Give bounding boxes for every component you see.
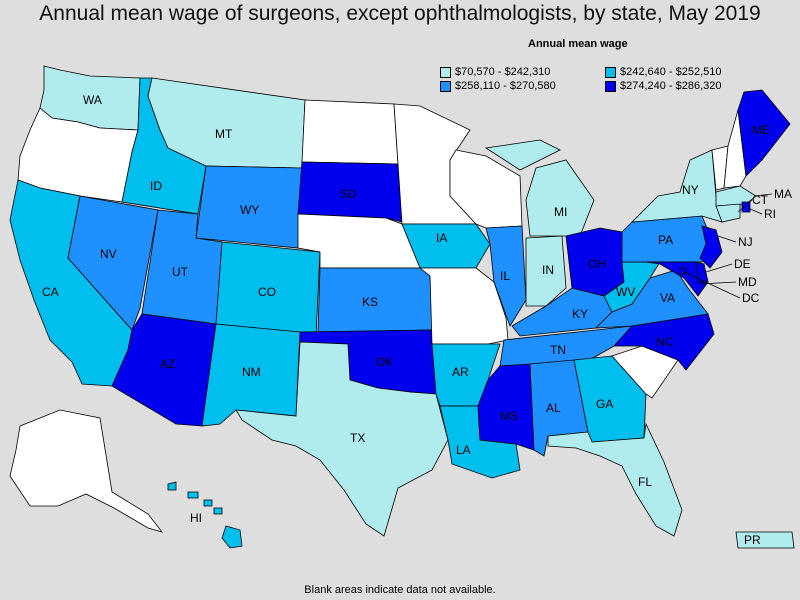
state-NH[interactable] bbox=[723, 109, 747, 189]
label-MT: MT bbox=[215, 127, 233, 141]
legend-swatch-3 bbox=[440, 80, 451, 92]
state-SD[interactable] bbox=[297, 161, 403, 223]
label-WY: WY bbox=[240, 203, 259, 217]
label-WV: WV bbox=[616, 285, 635, 299]
state-FL[interactable] bbox=[547, 422, 683, 537]
legend-label-4: $274,240 - $286,320 bbox=[620, 80, 722, 92]
label-PR: PR bbox=[744, 533, 761, 547]
label-LA: LA bbox=[456, 443, 471, 457]
legend-item-3: $258,110 - $270,580 bbox=[440, 80, 556, 92]
label-AL: AL bbox=[546, 401, 561, 415]
state-IL[interactable] bbox=[485, 225, 527, 327]
label-RI: RI bbox=[764, 207, 776, 221]
label-OH: OH bbox=[588, 257, 606, 271]
state-IA[interactable] bbox=[401, 223, 491, 269]
label-TX: TX bbox=[350, 431, 365, 445]
label-CT: CT bbox=[752, 193, 769, 207]
legend-swatch-1 bbox=[440, 66, 451, 78]
label-CA: CA bbox=[42, 285, 59, 299]
label-KS: KS bbox=[362, 295, 378, 309]
state-NV[interactable] bbox=[67, 195, 159, 331]
state-PR[interactable] bbox=[735, 531, 795, 549]
label-IL: IL bbox=[500, 269, 510, 283]
state-ME[interactable] bbox=[737, 89, 791, 177]
label-NJ: NJ bbox=[738, 235, 753, 249]
label-NC: NC bbox=[656, 335, 674, 349]
legend-label-2: $242,640 - $252,510 bbox=[620, 66, 722, 78]
label-FL: FL bbox=[638, 475, 652, 489]
label-ID: ID bbox=[150, 179, 162, 193]
label-leader-lines bbox=[683, 193, 773, 299]
label-IA: IA bbox=[436, 231, 447, 245]
label-DE: DE bbox=[734, 257, 751, 271]
label-GA: GA bbox=[596, 397, 613, 411]
legend-item-1: $70,570 - $242,310 bbox=[440, 66, 550, 78]
map-title: Annual mean wage of surgeons, except oph… bbox=[39, 2, 761, 25]
label-IN: IN bbox=[542, 263, 554, 277]
footnote: Blank areas indicate data not available. bbox=[304, 584, 496, 596]
label-ME: ME bbox=[752, 123, 770, 137]
legend-label-1: $70,570 - $242,310 bbox=[455, 66, 551, 78]
label-DC: DC bbox=[742, 291, 760, 305]
label-VA: VA bbox=[660, 291, 675, 305]
state-ND[interactable] bbox=[301, 99, 399, 165]
label-CO: CO bbox=[258, 285, 276, 299]
label-NY: NY bbox=[682, 183, 699, 197]
legend-label-3: $258,110 - $270,580 bbox=[455, 80, 556, 92]
label-KY: KY bbox=[572, 307, 588, 321]
state-NJ[interactable] bbox=[699, 225, 723, 269]
label-SD: SD bbox=[340, 187, 357, 201]
label-HI: HI bbox=[190, 511, 202, 525]
state-MA[interactable] bbox=[715, 185, 757, 207]
state-TX[interactable] bbox=[235, 341, 449, 537]
label-TN: TN bbox=[550, 343, 566, 357]
legend-item-4: $274,240 - $286,320 bbox=[605, 80, 722, 92]
state-SC[interactable] bbox=[611, 345, 679, 399]
label-NV: NV bbox=[100, 247, 117, 261]
label-NM: NM bbox=[242, 365, 261, 379]
label-MI: MI bbox=[554, 205, 567, 219]
state-IN[interactable] bbox=[525, 235, 567, 307]
label-MD: MD bbox=[738, 275, 757, 289]
state-DC[interactable] bbox=[679, 267, 687, 275]
label-AZ: AZ bbox=[160, 357, 175, 371]
state-AK[interactable] bbox=[9, 409, 164, 533]
state-HI[interactable] bbox=[167, 481, 243, 549]
label-AR: AR bbox=[452, 365, 469, 379]
state-RI[interactable] bbox=[741, 201, 751, 213]
label-PA: PA bbox=[658, 233, 673, 247]
state-MD[interactable] bbox=[645, 261, 709, 297]
legend-title: Annual mean wage bbox=[528, 38, 628, 50]
state-CT[interactable] bbox=[715, 203, 741, 223]
state-NY[interactable] bbox=[630, 149, 723, 223]
legend-swatch-4 bbox=[605, 80, 616, 92]
legend-item-2: $242,640 - $252,510 bbox=[605, 66, 722, 78]
label-OK: OK bbox=[376, 355, 393, 369]
label-MS: MS bbox=[500, 409, 518, 423]
legend-swatch-2 bbox=[605, 66, 616, 78]
label-UT: UT bbox=[172, 265, 189, 279]
label-WA: WA bbox=[83, 93, 102, 107]
label-MA: MA bbox=[774, 187, 792, 201]
